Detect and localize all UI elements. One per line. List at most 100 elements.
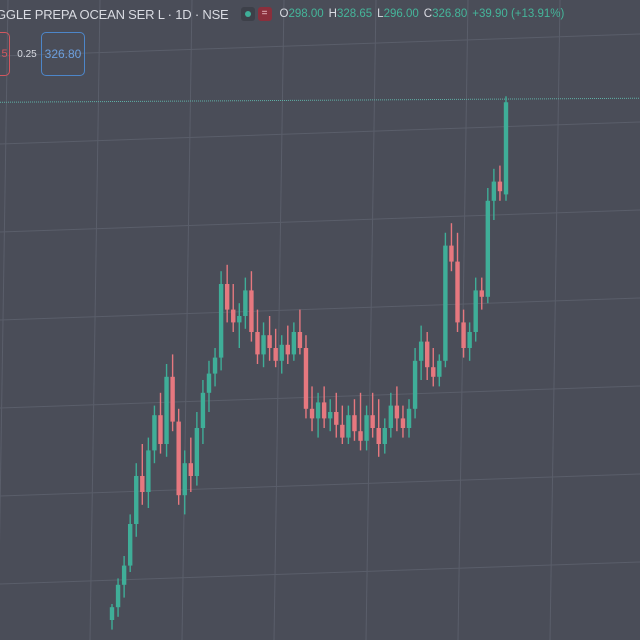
candle[interactable]	[485, 188, 491, 304]
candle[interactable]	[394, 386, 400, 432]
candle[interactable]	[364, 405, 369, 451]
candle-body	[231, 309, 236, 323]
candle[interactable]	[388, 392, 394, 438]
candle[interactable]	[291, 322, 297, 361]
candle[interactable]	[352, 399, 357, 441]
candle[interactable]	[412, 348, 418, 419]
candle[interactable]	[334, 392, 339, 438]
candle[interactable]	[206, 360, 212, 412]
grid-line-horizontal	[0, 473, 640, 497]
candle[interactable]	[176, 408, 181, 505]
candle[interactable]	[224, 264, 230, 323]
grid-line-vertical	[273, 0, 285, 640]
candle[interactable]	[467, 322, 472, 361]
candle[interactable]	[358, 392, 363, 451]
candle[interactable]	[127, 514, 133, 572]
candle[interactable]	[431, 348, 436, 387]
spread-value: 0.25	[17, 48, 37, 60]
legend-menu-icon[interactable]: =	[257, 7, 272, 21]
visibility-eye-icon[interactable]	[240, 7, 255, 21]
candle[interactable]	[425, 332, 430, 380]
candle-body	[152, 415, 157, 451]
candle[interactable]	[212, 348, 218, 387]
candle[interactable]	[479, 277, 484, 310]
candle[interactable]	[376, 399, 381, 457]
candle[interactable]	[400, 405, 406, 438]
candle[interactable]	[497, 165, 503, 201]
candle[interactable]	[382, 418, 387, 454]
candle-body	[188, 463, 193, 476]
candle[interactable]	[297, 309, 303, 355]
candle[interactable]	[315, 392, 321, 438]
candle[interactable]	[461, 309, 466, 358]
candle-body	[303, 348, 309, 409]
candle[interactable]	[140, 444, 145, 505]
candle-body	[340, 424, 345, 438]
low-value: 296.00	[383, 8, 419, 20]
candle[interactable]	[321, 386, 327, 428]
candle[interactable]	[491, 168, 497, 220]
candle-body	[261, 335, 266, 355]
candle[interactable]	[170, 354, 175, 432]
candle-body	[382, 428, 387, 444]
candle[interactable]	[328, 399, 333, 432]
candle[interactable]	[152, 405, 157, 464]
candle[interactable]	[158, 392, 163, 454]
candle[interactable]	[134, 463, 139, 537]
candle[interactable]	[249, 271, 254, 342]
candle[interactable]	[279, 335, 284, 374]
candle[interactable]	[231, 284, 236, 332]
candle[interactable]	[146, 437, 151, 508]
candle[interactable]	[340, 405, 345, 444]
grid-line-horizontal	[0, 561, 640, 585]
candle-body	[328, 412, 333, 419]
candle[interactable]	[370, 392, 375, 438]
candle-body	[479, 290, 484, 297]
candle[interactable]	[109, 604, 115, 630]
candle[interactable]	[285, 325, 290, 364]
candle[interactable]	[255, 309, 260, 364]
candle[interactable]	[418, 325, 424, 380]
candle-body	[352, 415, 357, 432]
candle[interactable]	[164, 364, 169, 457]
candle[interactable]	[243, 277, 248, 329]
candle[interactable]	[455, 232, 460, 332]
candle[interactable]	[273, 328, 278, 368]
candle[interactable]	[188, 437, 193, 492]
candle-body	[431, 367, 436, 377]
buy-button[interactable]: 326.80	[41, 32, 85, 76]
candle[interactable]	[449, 223, 454, 272]
sell-button[interactable]: 5	[0, 32, 10, 76]
candle[interactable]	[303, 335, 309, 419]
candle-body	[237, 316, 242, 323]
symbol-title[interactable]: GGLE PREPA OCEAN SER L · 1D · NSE	[0, 6, 229, 22]
candle[interactable]	[182, 450, 187, 515]
candle-body	[406, 408, 412, 428]
candle[interactable]	[200, 380, 206, 444]
candle-body	[279, 344, 284, 361]
candle[interactable]	[406, 399, 412, 438]
candle[interactable]	[346, 405, 351, 444]
candle-body	[206, 373, 212, 393]
last-price-line	[0, 97, 640, 103]
candle[interactable]	[437, 354, 442, 387]
candle[interactable]	[267, 316, 272, 361]
candle-body	[418, 341, 424, 361]
grid-line-horizontal	[0, 209, 640, 233]
candle[interactable]	[121, 556, 127, 598]
candle[interactable]	[261, 322, 266, 368]
candle[interactable]	[443, 232, 448, 368]
candle[interactable]	[237, 303, 242, 348]
candle-body	[134, 476, 139, 524]
candle[interactable]	[503, 96, 509, 201]
candle[interactable]	[473, 277, 478, 342]
change-value: +39.90 (+13.91%)	[472, 8, 565, 20]
candle[interactable]	[194, 412, 200, 486]
candle[interactable]	[309, 386, 315, 432]
candle[interactable]	[218, 271, 224, 371]
candle[interactable]	[115, 578, 121, 617]
candle-body	[425, 341, 430, 368]
grid-line-vertical	[181, 0, 193, 640]
